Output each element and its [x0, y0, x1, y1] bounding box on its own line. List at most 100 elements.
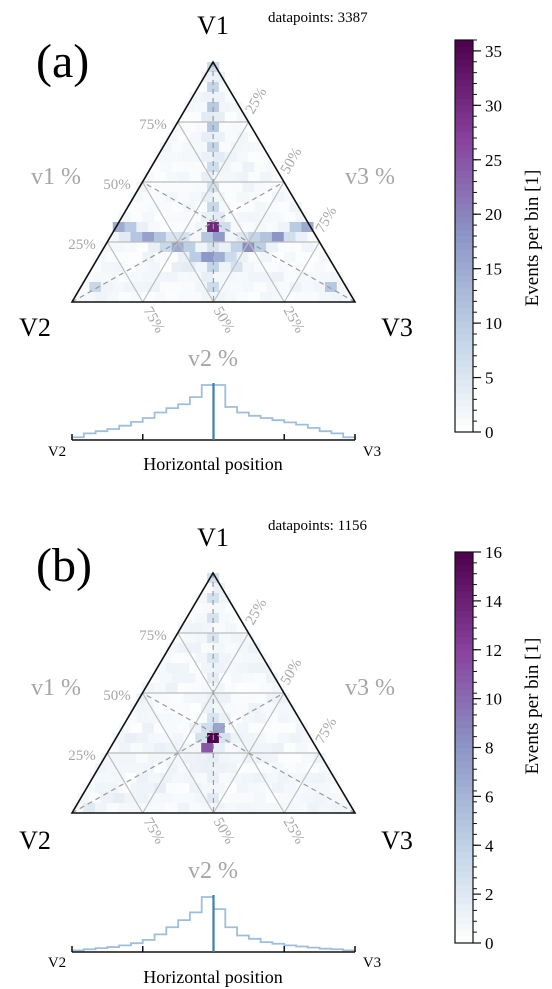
ternary-bin — [260, 683, 273, 694]
ternary-bin — [189, 623, 202, 634]
axis-label-v3-a: v3 % — [345, 164, 395, 190]
ternary-bin — [236, 212, 249, 223]
colorbar-step — [455, 565, 473, 572]
ternary-bin — [218, 653, 231, 664]
ternary-bin — [159, 242, 173, 253]
ternary-bin — [183, 733, 196, 744]
ternary-bin — [295, 803, 308, 814]
ternary-bin — [236, 112, 249, 123]
ternary-bin — [295, 292, 308, 303]
ternary-bin — [248, 803, 261, 814]
colorbar-step — [455, 236, 473, 243]
ternary-bin — [183, 202, 196, 213]
colorbar-tick-label: 0 — [485, 934, 494, 953]
ternary-bin — [342, 292, 355, 303]
ternary-bin — [224, 212, 237, 223]
tick-v2-25-b: 25% — [280, 815, 308, 847]
ternary-bin — [230, 242, 243, 253]
ternary-bin — [218, 733, 231, 744]
ternary-bin — [95, 763, 108, 774]
ternary-bin — [277, 793, 290, 804]
colorbar-step — [455, 838, 473, 846]
ternary-bin — [136, 222, 149, 233]
ternary-bin — [183, 282, 196, 293]
ternary-bin — [301, 282, 314, 293]
ternary-bin — [183, 713, 196, 724]
ternary-bin — [289, 713, 302, 724]
colorbar-step — [455, 360, 473, 368]
ternary-bin — [260, 723, 273, 734]
ternary-bin — [95, 292, 108, 303]
ternary-bin — [148, 242, 161, 253]
ternary-bin — [266, 733, 279, 744]
ternary-bin — [213, 132, 226, 143]
ternary-bin — [213, 583, 226, 594]
ternary-bin — [319, 763, 332, 774]
ternary-bin — [189, 212, 202, 223]
ternary-bin — [177, 783, 190, 794]
ternary-bin — [177, 643, 190, 654]
median-line — [212, 61, 215, 303]
ternary-bin — [218, 262, 231, 273]
ternary-bin — [183, 793, 196, 804]
ternary-bin — [325, 262, 338, 273]
ternary-bin — [242, 282, 255, 293]
ternary-bins-a — [71, 62, 355, 303]
ternary-bin — [118, 212, 131, 223]
ternary-bin — [171, 653, 184, 664]
ternary-bin — [260, 272, 273, 283]
ternary-bin — [124, 773, 137, 784]
ternary-bin — [171, 122, 184, 133]
ternary-bin — [171, 162, 184, 173]
ternary-bin — [213, 603, 226, 614]
ternary-bin — [201, 663, 214, 674]
ternary-bin — [224, 272, 237, 283]
ternary-bin — [313, 793, 326, 804]
ternary-bin — [254, 282, 267, 293]
ternary-bin — [195, 282, 208, 293]
ternary-bin — [118, 743, 131, 754]
ternary-bin — [130, 723, 143, 734]
ternary-bin — [271, 743, 285, 754]
ternary-bin — [124, 793, 137, 804]
ternary-bin — [183, 102, 196, 113]
grid-line-v3 — [283, 241, 321, 303]
ternary-bin — [142, 703, 155, 714]
ternary-bin — [195, 593, 208, 604]
ternary-bin — [71, 803, 84, 814]
ternary-bin — [283, 703, 296, 714]
ternary-bin — [89, 262, 102, 273]
ternary-bin — [207, 182, 220, 193]
ternary-bin — [159, 162, 173, 173]
datapoints-count-a: datapoints: 3387 — [268, 10, 368, 26]
colorbar-step — [455, 209, 473, 217]
ternary-bin — [313, 262, 326, 273]
colorbar-a: 0 5 10 15 20 25 30 35 — [454, 39, 502, 442]
ternary-bin — [254, 222, 267, 233]
ternary-bin — [148, 222, 161, 233]
ternary-bin — [195, 693, 208, 704]
ternary-bin — [218, 82, 231, 93]
colorbar-step — [455, 877, 473, 885]
ternary-bin — [319, 272, 332, 283]
ternary-bin — [319, 252, 332, 263]
ternary-bin — [248, 683, 261, 694]
ternary-bin — [95, 252, 108, 263]
ternary-bin — [230, 222, 243, 233]
ternary-bin — [159, 713, 173, 724]
ternary-bin — [195, 242, 208, 253]
colorbar-tick-label: 5 — [485, 369, 494, 388]
colorbar-step — [455, 386, 473, 394]
tick-v1-75-b: 75% — [139, 628, 167, 644]
ternary-bin — [177, 252, 190, 263]
ternary-bin — [266, 182, 279, 193]
ternary-bin — [118, 723, 131, 734]
ternary-bin — [277, 202, 290, 213]
ternary-bin — [106, 292, 119, 303]
hist-left-label-b: V2 — [48, 955, 66, 971]
ternary-bin — [154, 663, 167, 674]
ternary-bin — [260, 803, 273, 814]
ternary-bin — [171, 242, 184, 253]
ternary-bin — [148, 202, 161, 213]
colorbar-step — [455, 558, 473, 566]
